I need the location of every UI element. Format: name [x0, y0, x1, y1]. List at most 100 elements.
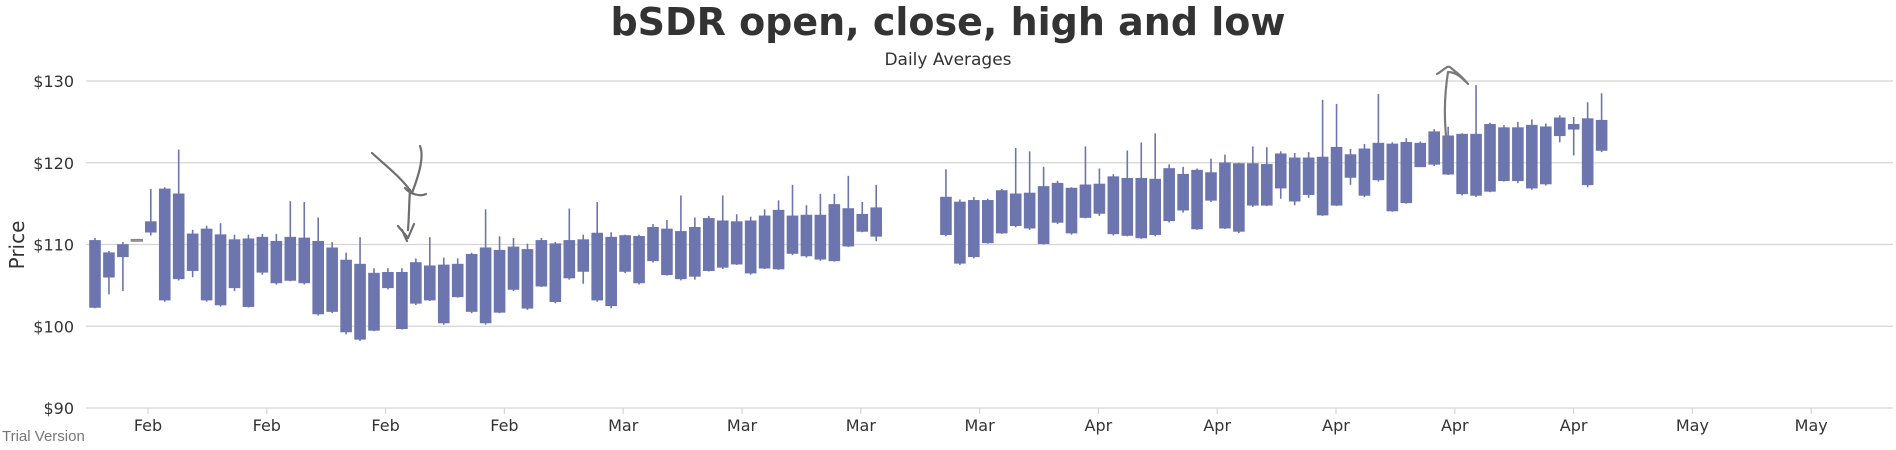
- candle-body: [1219, 162, 1231, 229]
- candle-body: [1553, 117, 1566, 137]
- candle-body: [772, 209, 785, 270]
- candle: [1428, 129, 1440, 167]
- candle-body: [1037, 186, 1050, 244]
- candle-body: [298, 237, 311, 284]
- candle-body: [1581, 118, 1594, 186]
- candle-body: [758, 215, 771, 269]
- candle-body: [605, 236, 617, 307]
- candle-body: [1065, 187, 1078, 234]
- candle-body: [1540, 126, 1552, 185]
- candle-body: [465, 254, 478, 312]
- candle: [103, 251, 115, 295]
- candle: [298, 201, 311, 285]
- x-tick-label: Mar: [846, 416, 877, 435]
- candle: [340, 252, 352, 335]
- candle-body: [284, 236, 297, 281]
- candle-body: [1233, 163, 1245, 232]
- candle: [940, 169, 952, 237]
- candle-body: [1372, 142, 1385, 181]
- candle: [633, 234, 645, 285]
- candle: [1498, 125, 1510, 182]
- candle-body: [507, 246, 520, 290]
- candle: [117, 242, 129, 292]
- candle-body: [396, 271, 408, 330]
- candle: [1274, 151, 1287, 199]
- candle-body: [1330, 146, 1343, 206]
- candle-body: [577, 239, 590, 272]
- candle: [744, 216, 757, 275]
- candle-body: [1316, 156, 1329, 216]
- candle-body: [186, 233, 199, 271]
- candle: [1316, 99, 1329, 216]
- candle-body: [800, 214, 813, 257]
- candle: [1247, 146, 1259, 207]
- candle: [828, 193, 841, 262]
- candle: [1526, 119, 1538, 190]
- candle: [521, 243, 534, 310]
- y-axis-label: Price: [5, 221, 29, 270]
- candle-body: [1274, 153, 1287, 189]
- candle-body: [689, 227, 701, 277]
- candle-body: [856, 213, 869, 232]
- candle: [842, 175, 855, 247]
- candle-body: [451, 263, 464, 298]
- candle-body: [1400, 142, 1413, 204]
- candle-body: [591, 232, 604, 301]
- candle-body: [995, 190, 1008, 234]
- candle-body: [647, 227, 659, 262]
- candle: [856, 201, 869, 233]
- candle: [479, 209, 492, 325]
- candle: [214, 223, 227, 307]
- candle: [1372, 94, 1385, 182]
- candle-body: [1442, 135, 1454, 175]
- candle: [284, 201, 297, 282]
- candle: [1456, 133, 1468, 196]
- candle: [758, 209, 771, 270]
- y-tick-label: $130: [33, 72, 74, 91]
- candle-body: [702, 218, 715, 271]
- annotations: [370, 65, 1470, 243]
- candle: [619, 234, 631, 274]
- candle: [89, 237, 101, 309]
- y-tick-label: $110: [33, 236, 74, 255]
- watermark-text: Trial Version: [2, 428, 85, 445]
- candle-body: [270, 240, 283, 284]
- candle: [1400, 138, 1413, 204]
- candle-body: [954, 201, 966, 264]
- hand-drawn-down-arrow: [370, 144, 428, 243]
- candle-body: [1498, 127, 1510, 182]
- candle-body: [340, 259, 352, 333]
- candle-body: [535, 240, 548, 287]
- candle: [1065, 187, 1078, 235]
- x-tick-label: Mar: [727, 416, 758, 435]
- candle: [577, 234, 590, 284]
- candle: [1595, 93, 1608, 153]
- candle-body: [744, 220, 757, 274]
- candle-body: [410, 262, 422, 304]
- candle: [228, 234, 241, 292]
- y-tick-label: $120: [33, 154, 74, 173]
- candle-body: [214, 234, 227, 306]
- candle-body: [716, 220, 729, 268]
- candle-body: [158, 188, 171, 301]
- candle: [716, 195, 729, 270]
- candle: [563, 208, 576, 280]
- candle: [465, 252, 478, 314]
- candle-body: [1595, 119, 1608, 151]
- candle: [1107, 174, 1120, 236]
- candle: [1344, 148, 1357, 185]
- candle: [870, 184, 883, 242]
- x-tick-label: Apr: [1085, 416, 1113, 435]
- candle-body: [940, 196, 952, 235]
- candle: [675, 195, 687, 281]
- candle: [605, 232, 617, 309]
- candle: [968, 197, 980, 259]
- candle: [995, 188, 1008, 234]
- candle-body: [981, 200, 994, 244]
- candle-body: [842, 208, 855, 247]
- candle-body: [828, 204, 841, 262]
- candle: [549, 242, 562, 304]
- candle: [1079, 146, 1092, 219]
- candle-body: [1149, 178, 1161, 235]
- candle: [451, 258, 464, 298]
